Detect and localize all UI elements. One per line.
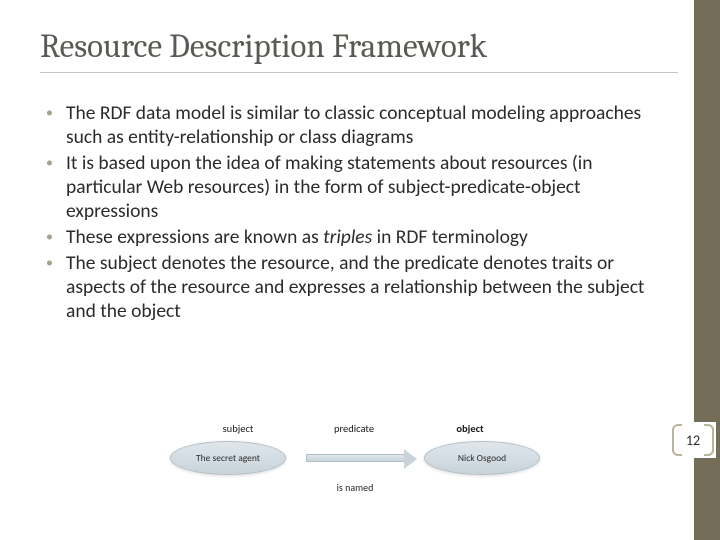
bullet-text: It is based upon the idea of making stat… bbox=[66, 151, 668, 223]
list-item: • It is based upon the idea of making st… bbox=[46, 151, 668, 223]
bullet-list: • The RDF data model is similar to class… bbox=[40, 101, 678, 323]
slide: Resource Description Framework • The RDF… bbox=[0, 0, 720, 540]
diagram-row: The secret agent Nick Osgood bbox=[170, 441, 540, 475]
bullet-text: The subject denotes the resource, and th… bbox=[66, 251, 668, 323]
rdf-triple-diagram: subject predicate object The secret agen… bbox=[170, 422, 540, 512]
bullet-icon: • bbox=[46, 251, 60, 274]
page-number-box: 12 bbox=[670, 422, 716, 458]
predicate-caption: is named bbox=[170, 481, 540, 494]
arrow-icon bbox=[306, 454, 404, 462]
subject-node: The secret agent bbox=[170, 441, 286, 475]
list-item: • These expressions are known as triples… bbox=[46, 225, 668, 249]
diagram-labels: subject predicate object bbox=[170, 422, 540, 435]
bullet-icon: • bbox=[46, 151, 60, 174]
bullet-icon: • bbox=[46, 101, 60, 124]
bullet-text: These expressions are known as triples i… bbox=[66, 225, 668, 249]
predicate-arrow-box bbox=[286, 454, 424, 462]
bracket-left-icon bbox=[672, 424, 682, 456]
label-subject: subject bbox=[198, 422, 278, 435]
list-item: • The subject denotes the resource, and … bbox=[46, 251, 668, 323]
list-item: • The RDF data model is similar to class… bbox=[46, 101, 668, 149]
page-number: 12 bbox=[686, 432, 700, 449]
bullet-text: The RDF data model is similar to classic… bbox=[66, 101, 668, 149]
page-title: Resource Description Framework bbox=[40, 28, 678, 73]
label-predicate: predicate bbox=[314, 422, 394, 435]
bracket-right-icon bbox=[704, 424, 714, 456]
label-object: object bbox=[430, 422, 510, 435]
bullet-icon: • bbox=[46, 225, 60, 248]
right-accent-bar bbox=[694, 0, 720, 540]
object-node: Nick Osgood bbox=[424, 441, 540, 475]
